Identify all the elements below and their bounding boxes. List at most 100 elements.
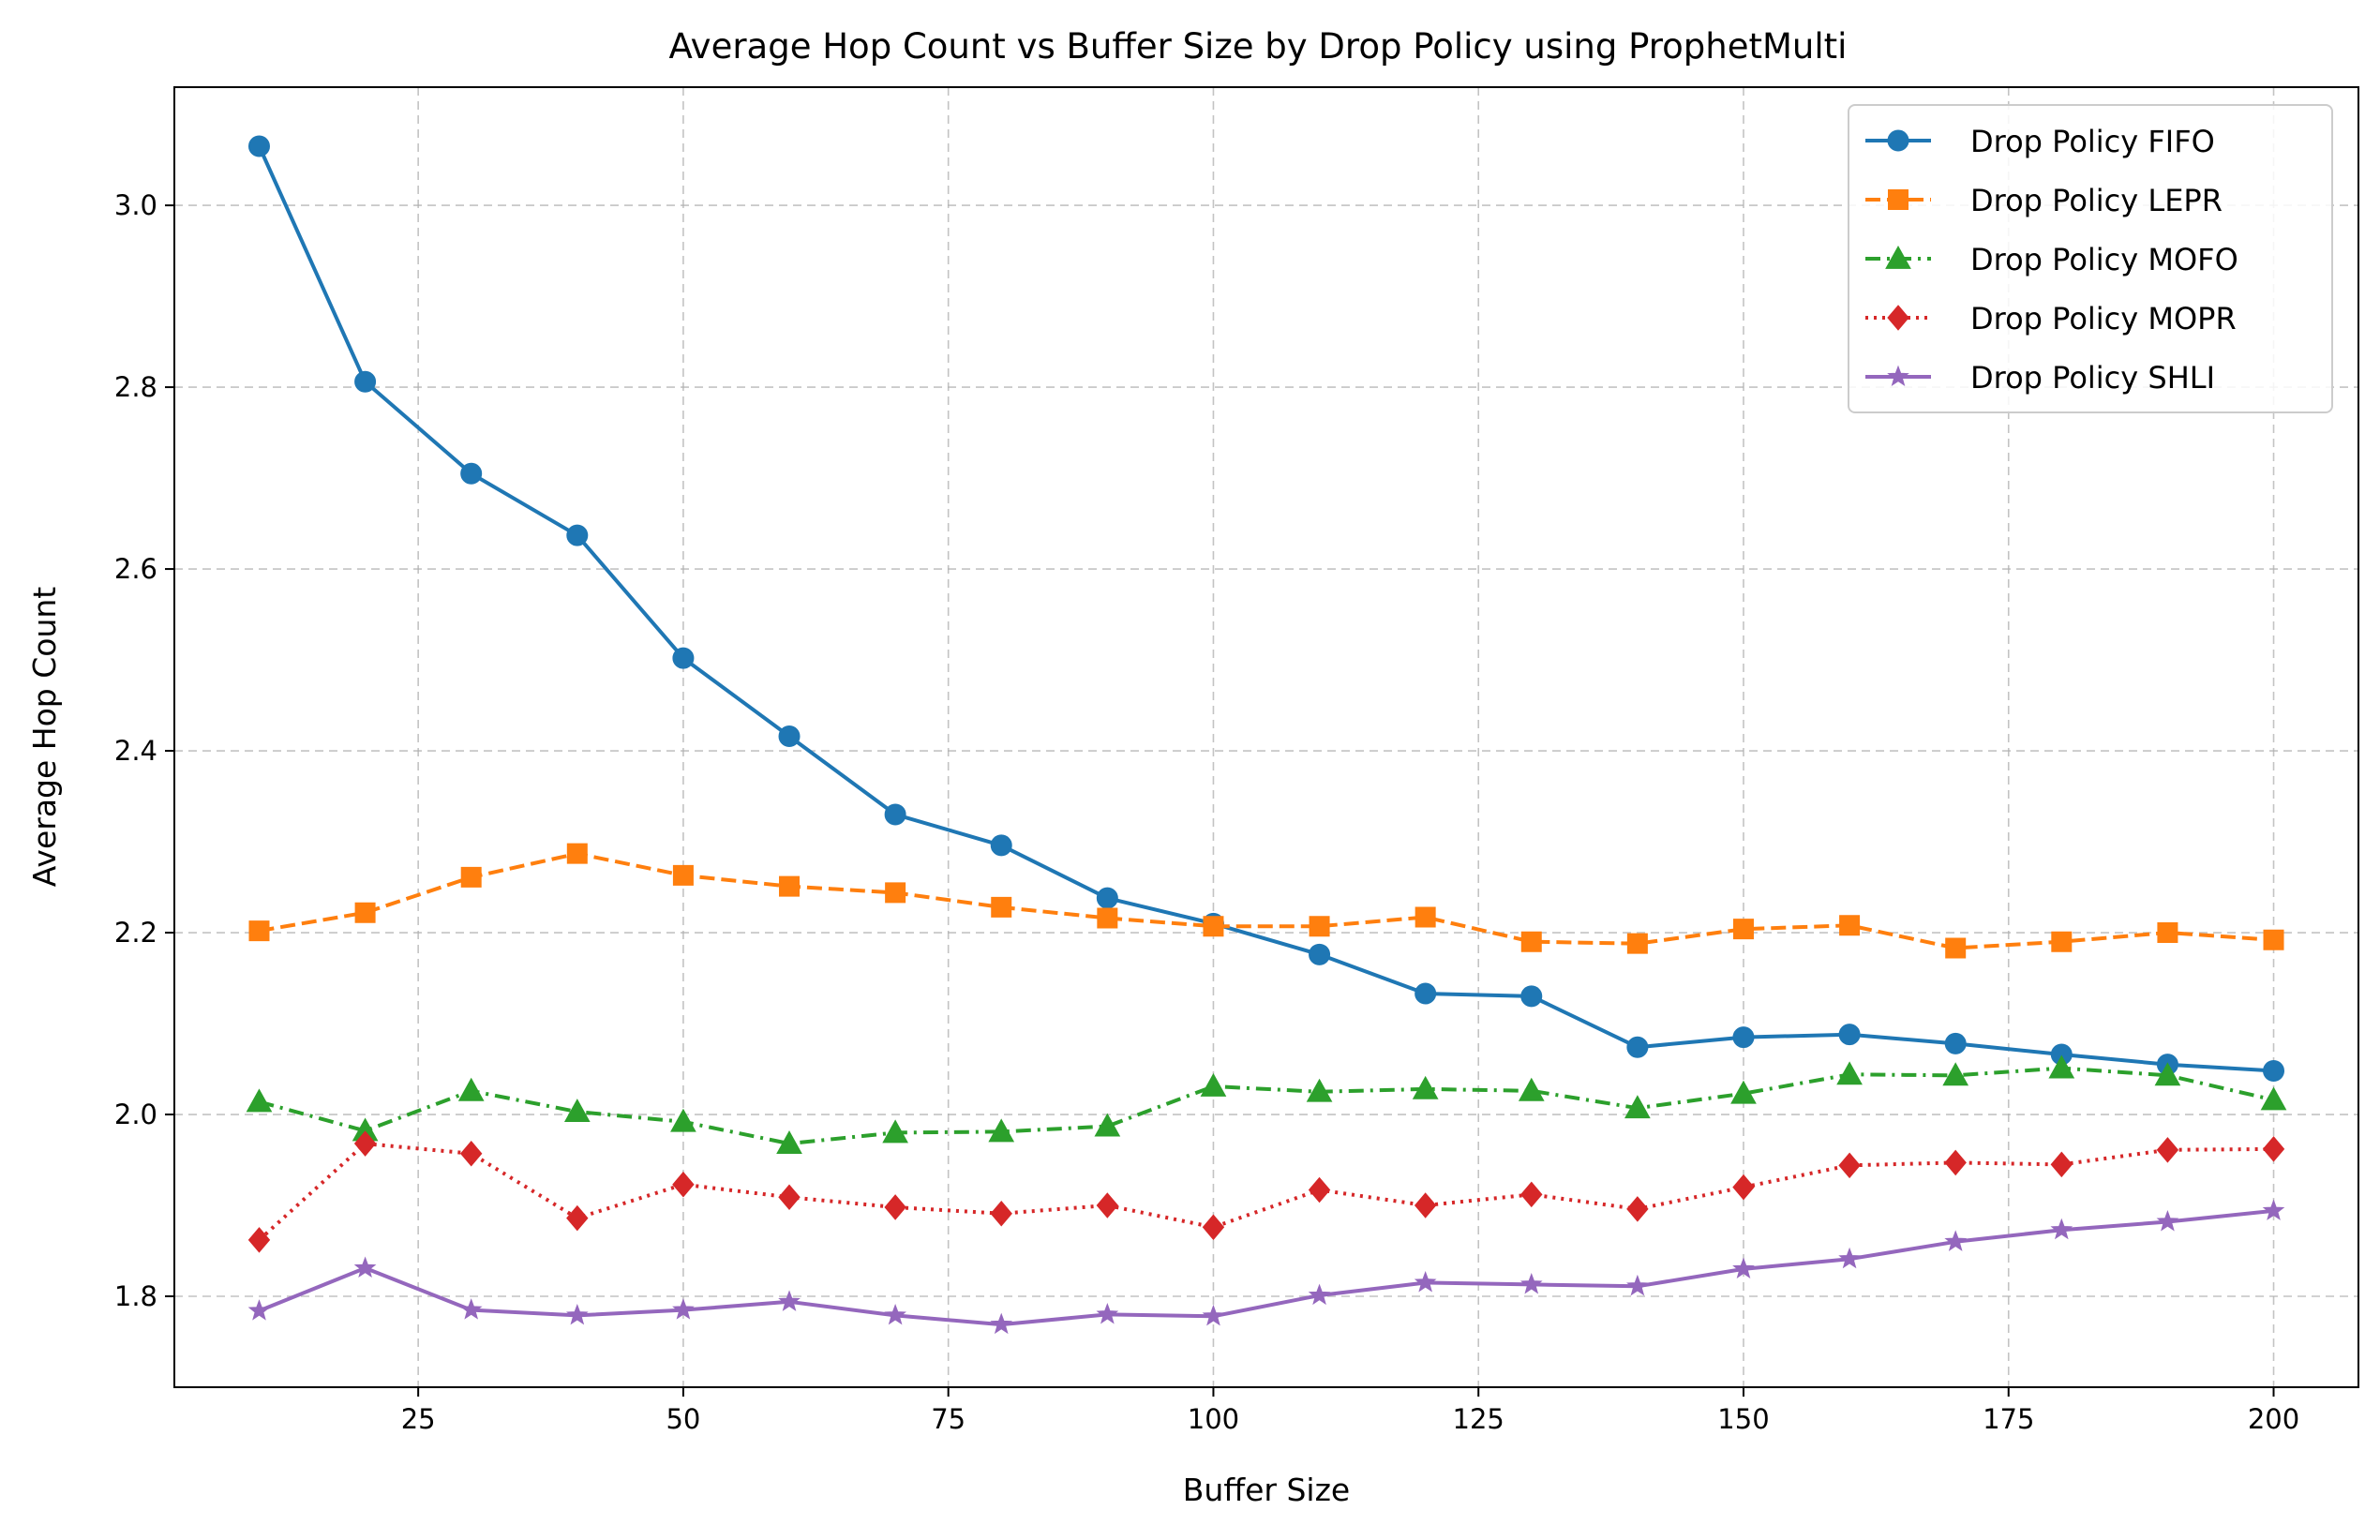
legend-item-drop-policy-mofo: Drop Policy MOFO — [1865, 242, 2238, 277]
data-point — [566, 524, 589, 546]
legend-label: Drop Policy LEPR — [1970, 183, 2223, 218]
data-point — [1202, 1304, 1225, 1326]
legend-label: Drop Policy FIFO — [1970, 124, 2215, 159]
data-point — [1202, 1214, 1225, 1241]
data-point — [1945, 937, 1967, 959]
series-line — [258, 1066, 2274, 1146]
chart-title: Average Hop Count vs Buffer Size by Drop… — [669, 26, 1848, 67]
data-point — [1520, 931, 1542, 952]
y-tick-label: 3.0 — [114, 189, 157, 221]
legend-item-drop-policy-mopr: Drop Policy MOPR — [1865, 301, 2237, 336]
data-point — [1200, 1072, 1227, 1097]
data-point — [1520, 1181, 1543, 1208]
data-point — [1626, 1196, 1649, 1222]
data-point — [1306, 1078, 1333, 1102]
legend-marker — [1887, 305, 1909, 331]
data-point — [672, 1298, 695, 1320]
x-tick-label: 150 — [1717, 1403, 1769, 1435]
series-drop-policy-lepr — [248, 843, 2284, 959]
legend-frame — [1848, 104, 2333, 413]
x-tick-label: 75 — [931, 1403, 965, 1435]
legend-marker — [1887, 129, 1909, 152]
data-point — [1944, 1149, 1967, 1176]
data-point — [884, 803, 906, 826]
legend-marker — [1888, 189, 1908, 210]
data-point — [1415, 982, 1437, 1005]
data-point — [990, 834, 1012, 857]
data-point — [1839, 915, 1861, 936]
data-point — [246, 1088, 273, 1113]
data-point — [776, 1130, 802, 1154]
data-point — [2157, 922, 2178, 944]
data-point — [672, 864, 694, 886]
legend-label: Drop Policy MOFO — [1970, 242, 2238, 277]
data-point — [457, 1077, 485, 1101]
legend-marker — [1885, 245, 1911, 269]
legend-label: Drop Policy MOPR — [1970, 301, 2237, 336]
data-point — [1730, 1080, 1757, 1104]
data-point — [354, 370, 377, 393]
data-point — [563, 1099, 591, 1123]
data-point — [1308, 1283, 1331, 1306]
data-point — [2048, 1054, 2075, 1079]
data-point — [1309, 943, 1331, 965]
data-point — [1520, 985, 1543, 1008]
data-point — [354, 902, 376, 923]
data-point — [353, 1256, 377, 1278]
data-point — [1942, 1062, 1969, 1086]
data-point — [670, 1108, 696, 1132]
series-drop-policy-shli — [247, 1199, 2285, 1335]
data-point — [1308, 1176, 1331, 1204]
data-point — [247, 1299, 271, 1321]
data-point — [566, 843, 588, 864]
data-point — [1836, 1061, 1863, 1085]
data-point — [990, 1312, 1013, 1335]
data-point — [1519, 1272, 1543, 1294]
x-tick-label: 25 — [401, 1403, 436, 1435]
data-point — [2156, 1210, 2179, 1232]
data-point — [1094, 1113, 1121, 1137]
data-point — [778, 725, 801, 748]
data-point — [247, 1227, 271, 1253]
x-tick-label: 50 — [666, 1403, 700, 1435]
legend: Drop Policy FIFO Drop Policy LEPR Drop Pol… — [1848, 104, 2333, 413]
series-layer — [246, 135, 2287, 1335]
data-point — [459, 1298, 483, 1320]
data-point — [1838, 1152, 1861, 1179]
tick-layer: 25 50 75 100 125 150 175 200 1.8 2.0 2.2 2.4 2.6 2.8 3… — [114, 189, 2299, 1435]
data-point — [991, 896, 1012, 918]
series-drop-policy-fifo — [247, 135, 2285, 1082]
data-point — [1412, 1075, 1439, 1099]
series-line — [258, 1142, 2274, 1242]
data-point — [2263, 929, 2284, 950]
x-tick-label: 125 — [1453, 1403, 1504, 1435]
data-point — [2050, 1218, 2073, 1240]
y-tick-label: 2.4 — [114, 735, 157, 767]
legend-item-drop-policy-shli: Drop Policy SHLI — [1865, 360, 2215, 396]
plot-frame — [173, 86, 2359, 1388]
data-point — [1518, 1077, 1545, 1101]
data-point — [1838, 1247, 1861, 1269]
data-point — [2263, 1059, 2285, 1082]
data-point — [1944, 1032, 1967, 1054]
data-point — [2050, 1151, 2073, 1178]
series-drop-policy-mofo — [246, 1054, 2287, 1154]
data-point — [460, 866, 482, 888]
y-tick-label: 2.2 — [114, 917, 157, 949]
data-point — [353, 1130, 377, 1157]
series-line — [258, 1208, 2274, 1327]
data-point — [1096, 887, 1118, 909]
data-point — [884, 1194, 906, 1220]
data-point — [1732, 1174, 1755, 1201]
data-point — [1944, 1230, 1968, 1251]
data-point — [565, 1303, 589, 1325]
legend-item-drop-policy-lepr: Drop Policy LEPR — [1865, 183, 2223, 218]
data-point — [884, 1303, 906, 1325]
data-point — [2051, 931, 2073, 952]
data-point — [1203, 916, 1224, 937]
series-line — [259, 851, 2274, 950]
data-point — [882, 1119, 908, 1144]
data-point — [1096, 1302, 1119, 1324]
data-point — [247, 135, 270, 157]
